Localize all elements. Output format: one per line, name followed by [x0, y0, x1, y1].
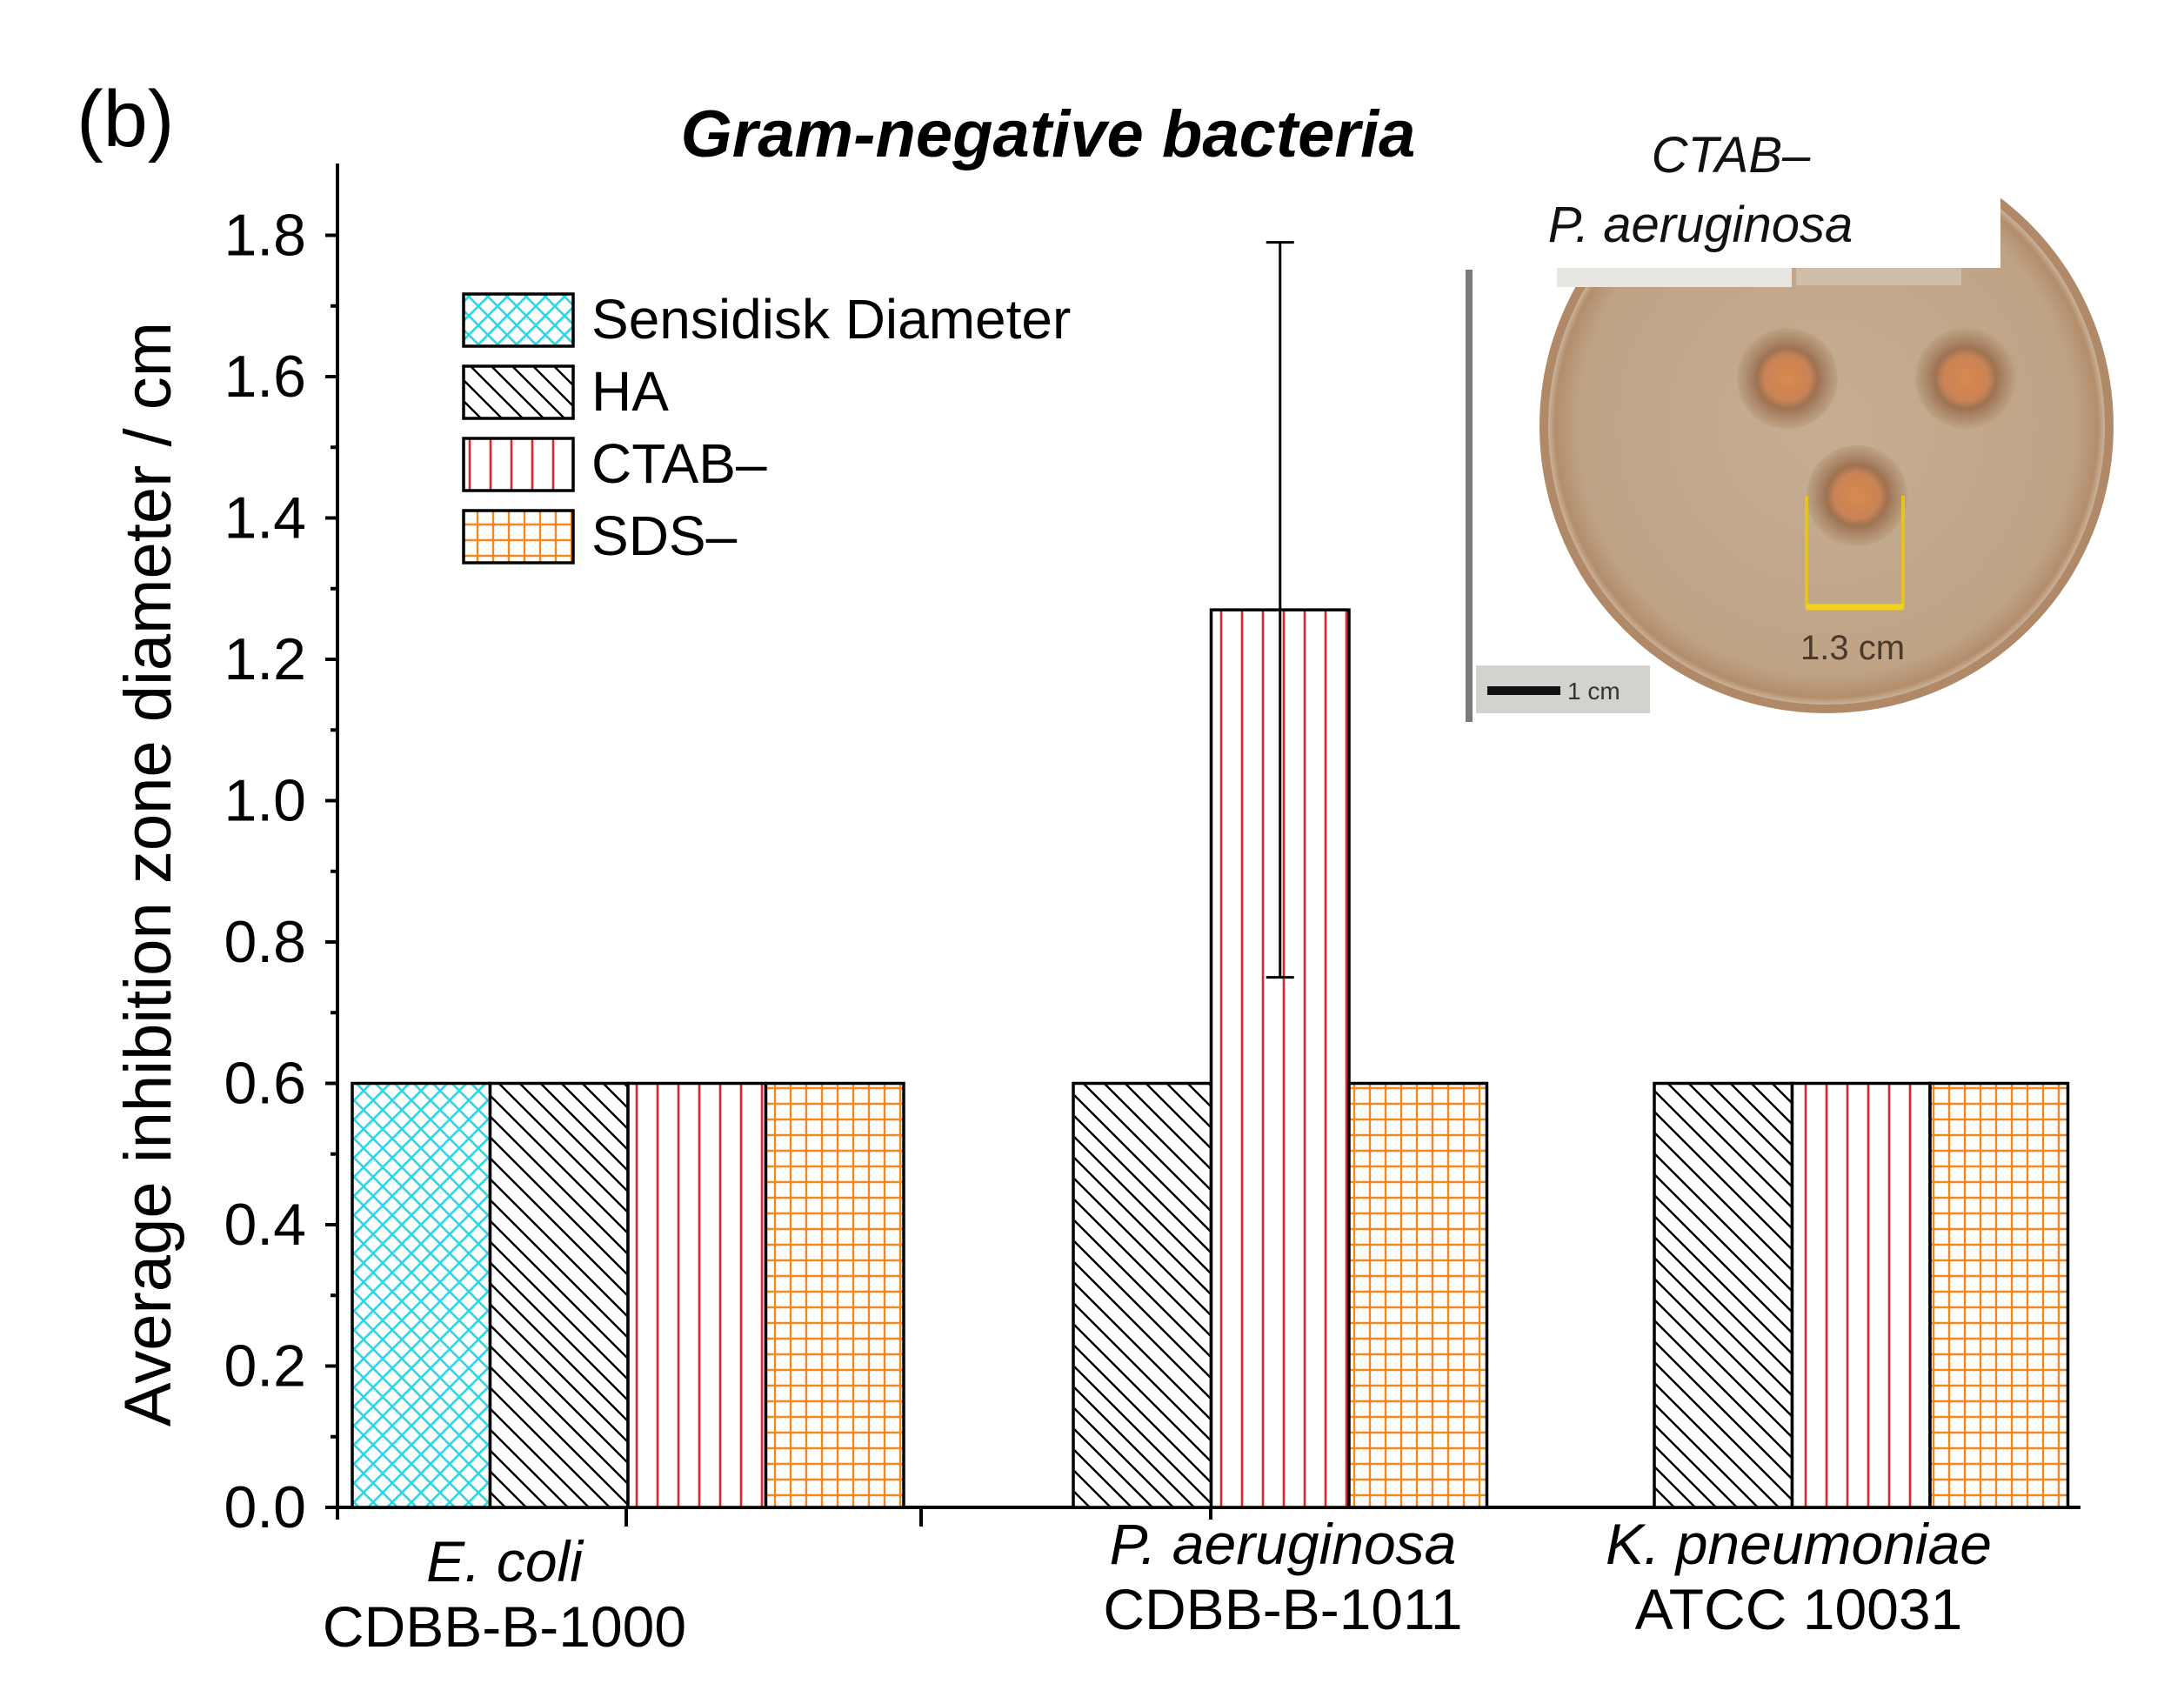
legend-swatch [462, 364, 575, 420]
measure-label: 1.3 cm [1800, 629, 1905, 667]
scale-label: 1 cm [1567, 678, 1620, 705]
y-tick-label: 1.8 [224, 203, 306, 269]
x-category-strain: CDBB-B-1011 [1103, 1577, 1462, 1641]
legend: Sensidisk Diameter HA CTAB– SDS– [462, 288, 1071, 567]
inhibition-zone-1 [1737, 328, 1838, 429]
inset-title-line1: CTAB– [1652, 127, 1811, 184]
x-category-strain: ATCC 10031 [1635, 1577, 1963, 1641]
inhibition-zone-3 [1807, 445, 1907, 546]
x-category-strain: CDBB-B-1000 [323, 1594, 686, 1659]
bar-ctab-0 [626, 1081, 768, 1509]
scale-bar [1487, 686, 1560, 695]
chart-title: Gram-negative bacteria [681, 97, 1416, 171]
y-tick-label: 0.8 [224, 909, 306, 975]
bar-ctab-2 [1790, 1081, 1932, 1509]
bars [351, 608, 2070, 1509]
bar-sds-1 [1347, 1081, 1489, 1509]
y-tick-label: 0.2 [224, 1333, 306, 1400]
y-tick-label: 0.6 [224, 1051, 306, 1117]
bar-ha-1 [1072, 1081, 1213, 1509]
y-tick-label: 1.2 [224, 626, 306, 692]
legend-label: Sensidisk Diameter [591, 288, 1071, 351]
y-tick-label: 1.6 [224, 344, 306, 410]
x-category-name: E. coli [426, 1529, 584, 1593]
y-tick-label: 1.0 [224, 768, 306, 834]
legend-swatch [462, 509, 575, 565]
y-tick-label: 0.0 [224, 1474, 306, 1540]
y-tick-label: 1.4 [224, 485, 306, 551]
bar-sds-0 [764, 1081, 905, 1509]
legend-swatch [462, 437, 575, 492]
panel-label: (b) [77, 75, 174, 164]
inset-title-line2: P. aeruginosa [1548, 197, 1853, 253]
y-ticks: 0.0 0.2 0.4 0.6 0.8 1.0 1.2 1.4 1.6 1.8 [224, 203, 337, 1540]
x-category-name: K. pneumoniae [1606, 1512, 1992, 1576]
x-category-name: P. aeruginosa [1110, 1512, 1457, 1576]
legend-swatch [462, 292, 575, 348]
bar-sensidisk-diameter-0 [351, 1081, 492, 1509]
x-ticks [336, 1507, 1212, 1527]
inhibition-zone-2 [1915, 328, 2016, 429]
inset-photo: 1.3 cm 1 cm CTAB– P. aeruginosa [1466, 122, 2127, 822]
y-axis-label: Average inhibition zone diameter / cm [111, 322, 185, 1426]
inset-title-box [1468, 122, 2000, 268]
legend-label: HA [591, 360, 669, 423]
bar-sds-2 [1928, 1081, 2070, 1509]
bar-ha-2 [1653, 1081, 1794, 1509]
y-tick-label: 0.4 [224, 1192, 306, 1258]
legend-label: SDS– [591, 504, 738, 567]
error-bars [1266, 241, 1294, 979]
bar-ha-0 [488, 1081, 630, 1509]
legend-label: CTAB– [591, 432, 767, 495]
